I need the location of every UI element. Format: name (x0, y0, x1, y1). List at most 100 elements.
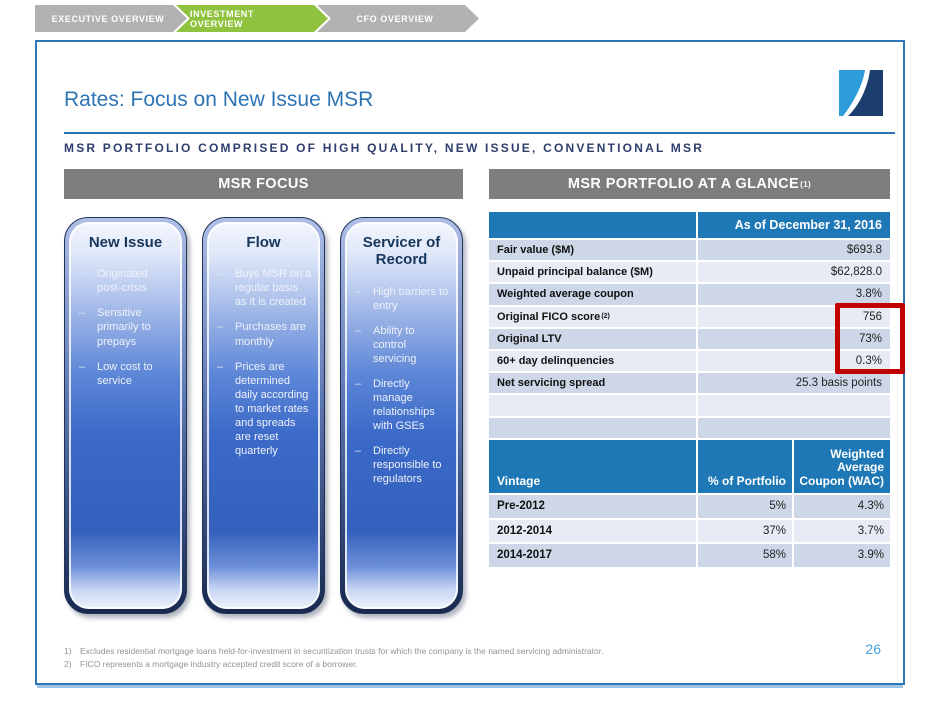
glance-table-rows: Fair value ($M) $693.8 Unpaid principal ba… (489, 240, 890, 438)
slide-title: Rates: Focus on New Issue MSR (64, 88, 374, 111)
nav-tab-3[interactable]: CFO OVERVIEW (317, 5, 479, 32)
vintage-cell: 5% (698, 495, 792, 518)
glance-label-text: Unpaid principal balance ($M) (497, 266, 653, 279)
vintage-cell: 58% (698, 544, 792, 567)
card-bullet-item: – Directly responsible to regulators (353, 444, 450, 486)
glance-row-value: 73% (698, 328, 890, 349)
bullet-dash-icon: – (79, 360, 86, 373)
card-bullet-item: – Originated post-crisis (77, 267, 174, 295)
vintage-col-header: Weighted Average Coupon (WAC) (794, 440, 890, 493)
vintage-col-header: Vintage (489, 440, 696, 493)
vintage-row: 2014-2017 58% 3.9% (489, 544, 890, 567)
slide-subtitle: MSR PORTFOLIO COMPRISED OF HIGH QUALITY,… (64, 141, 705, 155)
glance-label-text: Original FICO score (497, 310, 601, 323)
footnote-number: 1) (64, 646, 72, 656)
bullet-text: Sensitive primarily to prepays (97, 307, 151, 348)
bullet-dash-icon: – (79, 268, 86, 281)
glance-row-label: Unpaid principal balance ($M) (489, 262, 696, 283)
bullet-dash-icon: – (217, 360, 224, 373)
bullet-dash-icon: – (355, 324, 362, 337)
glance-row: Original LTV 73% (489, 328, 890, 349)
card-bullet-item: – Buys MSR on a regular basis as it is cr… (215, 267, 312, 309)
glance-row: Fair value ($M) $693.8 (489, 240, 890, 261)
bullet-text: Purchases are monthly (235, 321, 306, 348)
glance-label-text: Weighted average coupon (497, 288, 634, 301)
footnote-line: 2) FICO represents a mortgage industry ac… (64, 658, 603, 671)
glance-row-label: Original LTV (489, 328, 696, 349)
bullet-text: Low cost to service (97, 360, 153, 387)
vintage-cell: 3.7% (794, 519, 890, 543)
bullet-dash-icon: – (79, 307, 86, 320)
company-logo-icon (837, 69, 885, 117)
glance-label-text: Net servicing spread (497, 377, 606, 390)
bullet-dash-icon: – (217, 268, 224, 281)
card-title: Servicer of Record (362, 234, 441, 269)
glance-row: Weighted average coupon 3.8% (489, 284, 890, 305)
card-bullet-list: – High barriers to entry – Ability to contr… (353, 285, 450, 487)
bullet-text: Directly responsible to regulators (373, 445, 442, 486)
nav-tab-label: INVESTMENT OVERVIEW (190, 8, 255, 29)
glance-header-empty-cell (489, 212, 696, 238)
focus-card-2: Flow – Buys MSR on a regular basis as it i… (202, 217, 325, 614)
glance-row (489, 417, 890, 438)
footnote-ref: (1) (800, 179, 812, 189)
slide: Rates: Focus on New Issue MSR MSR PORTFO… (35, 40, 905, 685)
section-header-portfolio-glance: MSR PORTFOLIO AT A GLANCE (1) (489, 169, 890, 199)
glance-row: Original FICO score (2) 756 (489, 306, 890, 327)
bullet-dash-icon: – (217, 321, 224, 334)
footnote-number: 2) (64, 659, 72, 669)
focus-card-3: Servicer of Record – High barriers to entr… (340, 217, 463, 614)
card-bullet-list: – Buys MSR on a regular basis as it is cr… (215, 267, 312, 458)
card-bullet-list: – Originated post-crisis – Sensitive primar… (77, 267, 174, 388)
focus-card-1: New Issue – Originated post-crisis – Sensiti… (64, 217, 187, 614)
glance-row-label (489, 395, 696, 416)
glance-table: As of December 31, 2016 Fair value ($M) $… (489, 212, 890, 438)
vintage-table-rows: Pre-2012 5% 4.3% 2012-2014 37% 3.7% 2014-2017 5… (489, 495, 890, 567)
nav-tab-label: CFO OVERVIEW (356, 13, 434, 24)
glance-label-text: Fair value ($M) (497, 244, 575, 257)
glance-row-label (489, 417, 696, 438)
glance-row-label: Fair value ($M) (489, 240, 696, 261)
vintage-table-header: Vintage% of Portfolio Weighted Average Co… (489, 440, 890, 493)
glance-row-label: Original FICO score (2) (489, 306, 696, 327)
section-header-msr-focus: MSR FOCUS (64, 169, 463, 199)
glance-row (489, 395, 890, 416)
vintage-col-header: % of Portfolio (698, 440, 792, 493)
bullet-text: Ability to control servicing (373, 324, 417, 365)
section-header-label: MSR PORTFOLIO AT A GLANCE (567, 176, 800, 192)
bullet-dash-icon: – (355, 377, 362, 390)
vintage-cell: Pre-2012 (489, 495, 696, 518)
title-underline (64, 132, 895, 134)
nav-tab-1[interactable]: EXECUTIVE OVERVIEW (35, 5, 187, 32)
vintage-row: 2012-2014 37% 3.7% (489, 519, 890, 543)
vintage-row: Pre-2012 5% 4.3% (489, 495, 890, 518)
card-title: New Issue (88, 234, 163, 251)
footnote-ref: (2) (601, 313, 610, 321)
glance-row-label: 60+ day delinquencies (489, 350, 696, 372)
card-bullet-item: – Sensitive primarily to prepays (77, 306, 174, 348)
vintage-cell: 3.9% (794, 544, 890, 567)
bullet-text: Originated post-crisis (97, 268, 148, 295)
glance-row-label: Weighted average coupon (489, 284, 696, 305)
bullet-dash-icon: – (355, 445, 362, 458)
focus-card-inner: Flow – Buys MSR on a regular basis as it i… (207, 222, 320, 609)
bullet-text: High barriers to entry (373, 285, 449, 312)
glance-label-text: 60+ day delinquencies (497, 355, 615, 368)
vintage-cell: 2012-2014 (489, 519, 696, 543)
glance-row-value: $693.8 (698, 240, 890, 261)
glance-header-date-cell: As of December 31, 2016 (698, 212, 890, 238)
footnote-text: FICO represents a mortgage industry acce… (80, 659, 358, 669)
glance-row: Net servicing spread 25.3 basis points (489, 373, 890, 394)
bullet-text: Buys MSR on a regular basis as it is cre… (235, 268, 312, 309)
vintage-cell: 4.3% (794, 495, 890, 518)
card-title: Flow (246, 234, 281, 251)
msr-focus-cards: New Issue – Originated post-crisis – Sensiti… (64, 217, 463, 614)
footnotes: 1) Excludes residential mortgage loans he… (64, 645, 603, 671)
section-header-label: MSR FOCUS (218, 176, 309, 192)
vintage-cell: 2014-2017 (489, 544, 696, 567)
card-bullet-item: – High barriers to entry (353, 285, 450, 313)
highlight-box (835, 303, 905, 374)
nav-tab-2[interactable]: INVESTMENT OVERVIEW (176, 5, 328, 32)
card-bullet-item: – Directly manage relationships with GSEs (353, 377, 450, 433)
glance-row-value: 0.3% (698, 350, 890, 372)
